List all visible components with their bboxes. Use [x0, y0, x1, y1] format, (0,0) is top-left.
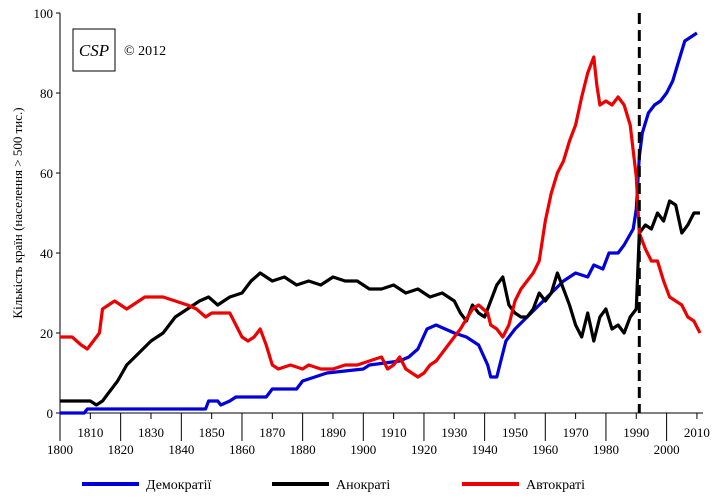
- x-tick-label: 1990: [623, 425, 649, 440]
- x-tick-label: 1830: [138, 425, 164, 440]
- legend-label: Анократі: [336, 478, 390, 493]
- x-tick-label: 1930: [441, 425, 467, 440]
- x-tick-label: 1810: [77, 425, 103, 440]
- copyright-text: © 2012: [124, 44, 166, 59]
- x-tick-label: 1820: [108, 442, 134, 457]
- y-tick-label: 60: [40, 166, 53, 181]
- y-tick-label: 80: [40, 86, 53, 101]
- y-tick-label: 0: [47, 406, 54, 421]
- x-tick-label: 1980: [593, 442, 619, 457]
- series-line-2: [60, 55, 702, 379]
- axes: 0 20 40 60 80 100 1810 1830 1850 1870 1890 1910 193…: [34, 6, 710, 457]
- x-tick-label: 1870: [259, 425, 285, 440]
- y-tick-label: 100: [34, 6, 54, 21]
- series-line-0: [60, 31, 698, 415]
- logo-text: CSP: [79, 41, 109, 60]
- x-ticks: 1810 1830 1850 1870 1890 1910 1930 1950 1970 1990…: [47, 413, 710, 457]
- x-tick-label: 1850: [199, 425, 225, 440]
- logo-box: [72, 28, 116, 72]
- y-axis-label: Кількість країн (населення > 500 тис.): [10, 107, 25, 318]
- legend-label: Автократі: [526, 478, 585, 493]
- x-tick-label: 1840: [168, 442, 194, 457]
- x-tick-label: 1950: [502, 425, 528, 440]
- y-tick-label: 40: [40, 246, 53, 261]
- legend: Демократії Анократі Автократі: [82, 478, 585, 493]
- series-line-1: [60, 199, 700, 407]
- x-tick-label: 2010: [684, 425, 710, 440]
- logo: CSP © 2012: [72, 28, 166, 72]
- series-lines: [60, 31, 702, 415]
- x-tick-label: 1970: [563, 425, 589, 440]
- y-tick-label: 20: [40, 326, 53, 341]
- x-tick-label: 1880: [290, 442, 316, 457]
- x-tick-label: 1860: [229, 442, 255, 457]
- x-tick-label: 2000: [654, 442, 680, 457]
- x-tick-label: 1920: [411, 442, 437, 457]
- x-tick-label: 1940: [472, 442, 498, 457]
- x-tick-label: 1960: [532, 442, 558, 457]
- x-tick-label: 1900: [350, 442, 376, 457]
- x-tick-label: 1890: [320, 425, 346, 440]
- x-tick-label: 1910: [381, 425, 407, 440]
- legend-label: Демократії: [146, 478, 211, 493]
- x-tick-label: 1800: [47, 442, 73, 457]
- y-ticks: 0 20 40 60 80 100: [34, 6, 60, 421]
